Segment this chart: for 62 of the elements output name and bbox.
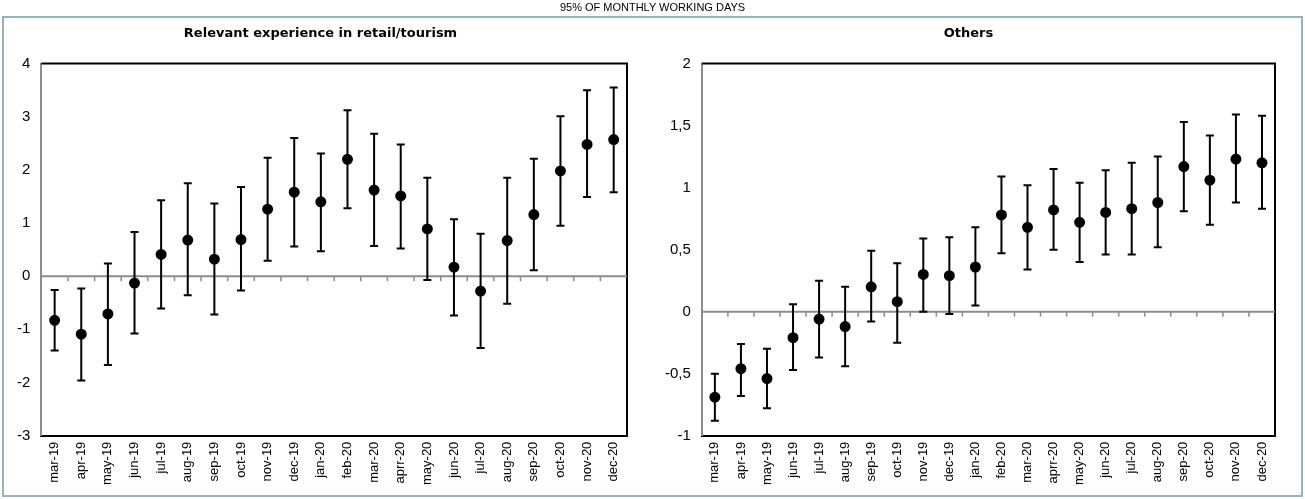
- y-tick-label: 4: [21, 53, 31, 71]
- y-tick-label: 0: [21, 266, 31, 284]
- x-tick-label: mar-19: [46, 441, 62, 483]
- y-tick-label: 2: [21, 160, 31, 178]
- y-tick-label: -3: [16, 425, 31, 443]
- x-tick-label: dec-20: [1253, 441, 1269, 482]
- x-tick-label: may-19: [758, 441, 774, 486]
- x-tick-label: jun-19: [784, 441, 800, 479]
- x-tick-label: feb-20: [339, 441, 355, 479]
- x-tick-label: aug-20: [1149, 441, 1165, 483]
- y-tick-label: 0: [682, 301, 691, 319]
- x-tick-label: sep-20: [525, 441, 541, 482]
- x-tick-label: jul-19: [152, 441, 168, 475]
- x-tick-label: jul-20: [1123, 441, 1139, 475]
- y-tick-label: 1: [682, 177, 691, 195]
- x-tick-label: nov-20: [1227, 441, 1243, 482]
- x-tick-label: jul-20: [472, 441, 488, 475]
- x-tick-label: feb-20: [993, 441, 1009, 479]
- x-tick-label: jan-20: [966, 441, 982, 479]
- y-tick-label: 0,5: [669, 239, 691, 257]
- x-tick-label: nov-19: [259, 441, 275, 482]
- x-tick-label: dec-20: [605, 441, 621, 482]
- x-tick-label: mar-19: [706, 441, 722, 483]
- chart-title: Relevant experience in retail/tourism: [183, 25, 458, 41]
- text: 95% OF MONTHLY WORKING DAYS: [558, 0, 747, 14]
- chart-title: Others: [943, 25, 994, 41]
- y-tick-label: 2: [682, 53, 691, 71]
- x-tick-label: oct-20: [552, 441, 568, 478]
- x-tick-label: jul-19: [810, 441, 826, 475]
- x-tick-label: sep-19: [205, 441, 221, 482]
- y-tick-label: 1: [21, 213, 31, 231]
- x-tick-label: mar-20: [365, 441, 381, 483]
- x-tick-label: mar-20: [1019, 441, 1035, 483]
- x-tick-label: oct-19: [232, 441, 248, 478]
- x-tick-label: may-20: [418, 441, 434, 486]
- x-tick-label: dec-19: [940, 441, 956, 482]
- x-tick-label: jun-20: [445, 441, 461, 479]
- x-tick-label: oct-20: [1201, 441, 1217, 478]
- x-tick-label: may-19: [99, 441, 115, 486]
- x-tick-label: apr-19: [732, 441, 748, 480]
- x-tick-label: aug-19: [836, 441, 852, 483]
- x-tick-label: oct-19: [888, 441, 904, 478]
- x-tick-label: nov-19: [914, 441, 930, 482]
- x-tick-label: apr-19: [72, 441, 88, 480]
- x-tick-label: aprr-20: [1045, 441, 1061, 484]
- x-tick-label: jun-20: [1097, 441, 1113, 479]
- x-tick-label: dec-19: [285, 441, 301, 482]
- x-tick-label: jan-20: [312, 441, 328, 479]
- x-tick-label: aug-20: [498, 441, 514, 483]
- x-tick-label: may-20: [1071, 441, 1087, 486]
- y-tick-label: -1: [16, 319, 31, 337]
- y-tick-label: -0,5: [664, 363, 691, 381]
- y-tick-label: -2: [16, 372, 31, 390]
- x-tick-label: sep-19: [862, 441, 878, 482]
- x-tick-label: aprr-20: [392, 441, 408, 484]
- x-tick-label: aug-19: [179, 441, 195, 483]
- y-tick-label: 1,5: [669, 115, 691, 133]
- x-tick-label: sep-20: [1175, 441, 1191, 482]
- x-tick-label: nov-20: [578, 441, 594, 482]
- y-tick-label: -1: [677, 425, 691, 443]
- y-tick-label: 3: [21, 106, 31, 124]
- x-tick-label: jun-19: [126, 441, 142, 479]
